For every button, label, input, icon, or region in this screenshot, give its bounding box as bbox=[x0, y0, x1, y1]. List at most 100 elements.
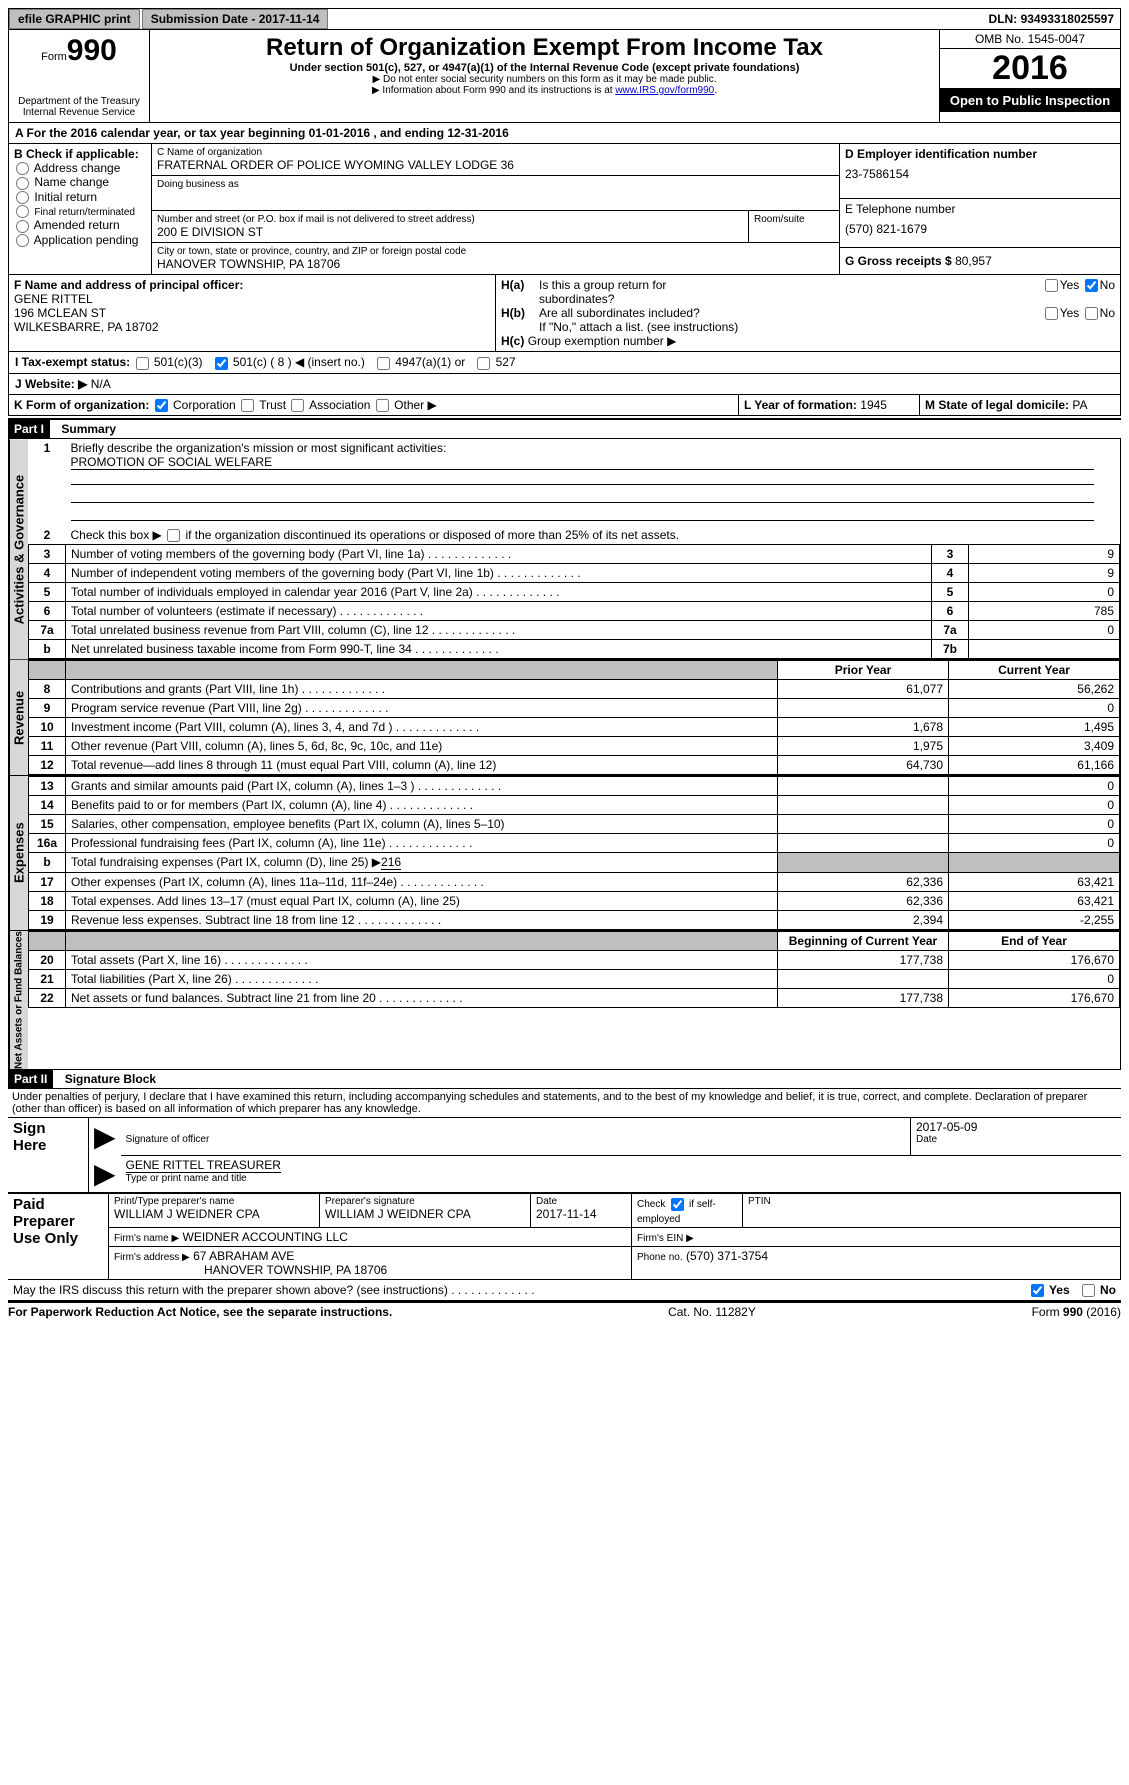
section-j: J Website: ▶ N/A bbox=[8, 374, 1121, 395]
trust-check[interactable] bbox=[241, 399, 254, 412]
dln: DLN: 93493318025597 bbox=[983, 10, 1120, 28]
preparer-sig: WILLIAM J WEIDNER CPA bbox=[325, 1207, 525, 1221]
hb-label: H(b) bbox=[501, 306, 539, 320]
self-employed-check[interactable] bbox=[671, 1198, 684, 1211]
begin-year-hdr: Beginning of Current Year bbox=[778, 932, 949, 951]
section-a: A For the 2016 calendar year, or tax yea… bbox=[8, 123, 1121, 144]
sig-date: 2017-05-09 bbox=[916, 1120, 1116, 1134]
preparer-date: 2017-11-14 bbox=[536, 1207, 626, 1221]
527-check[interactable] bbox=[477, 357, 490, 370]
discuss-yes-check[interactable] bbox=[1031, 1284, 1044, 1297]
gross-receipts-value: 80,957 bbox=[955, 254, 992, 268]
ein-value: 23-7586154 bbox=[845, 161, 1115, 181]
v7b bbox=[969, 640, 1120, 659]
officer-addr2: WILKESBARRE, PA 18702 bbox=[14, 320, 490, 334]
top-bar: efile GRAPHIC print Submission Date - 20… bbox=[8, 8, 1121, 30]
v3: 9 bbox=[969, 545, 1120, 564]
ha-no-check[interactable] bbox=[1085, 279, 1098, 292]
side-governance: Activities & Governance bbox=[9, 439, 28, 659]
submission-btn[interactable]: Submission Date - 2017-11-14 bbox=[142, 9, 329, 29]
other-check[interactable] bbox=[376, 399, 389, 412]
side-netassets: Net Assets or Fund Balances bbox=[9, 931, 28, 1069]
part-1-header: Part I Summary bbox=[8, 418, 1121, 438]
v5: 0 bbox=[969, 583, 1120, 602]
city-label: City or town, state or province, country… bbox=[157, 246, 834, 257]
address-change-radio[interactable] bbox=[16, 162, 29, 175]
assoc-check[interactable] bbox=[291, 399, 304, 412]
irs-label: Internal Revenue Service bbox=[13, 107, 145, 118]
addr-label: Number and street (or P.O. box if mail i… bbox=[157, 214, 743, 225]
street-address: 200 E DIVISION ST bbox=[157, 225, 743, 239]
application-pending-radio[interactable] bbox=[16, 234, 29, 247]
fundraising-total: 216 bbox=[381, 855, 401, 870]
501c3-check[interactable] bbox=[136, 357, 149, 370]
firm-addr2: HANOVER TOWNSHIP, PA 18706 bbox=[114, 1263, 387, 1277]
sig-name: GENE RITTEL TREASURER bbox=[126, 1158, 281, 1173]
current-year-hdr: Current Year bbox=[949, 661, 1120, 680]
website-value: N/A bbox=[91, 377, 111, 391]
officer-addr1: 196 MCLEAN ST bbox=[14, 306, 490, 320]
org-name: FRATERNAL ORDER OF POLICE WYOMING VALLEY… bbox=[157, 158, 834, 172]
year-formation: 1945 bbox=[860, 398, 887, 412]
section-bcd: B Check if applicable: Address change Na… bbox=[8, 144, 1121, 275]
section-i: I Tax-exempt status: 501(c)(3) 501(c) ( … bbox=[8, 352, 1121, 373]
section-fh: F Name and address of principal officer:… bbox=[8, 275, 1121, 352]
pra-notice: For Paperwork Reduction Act Notice, see … bbox=[8, 1305, 392, 1319]
room-label: Room/suite bbox=[749, 211, 839, 242]
cat-no: Cat. No. 11282Y bbox=[668, 1305, 756, 1319]
firm-phone: (570) 371-3754 bbox=[686, 1249, 768, 1263]
paid-preparer: Paid Preparer Use Only bbox=[8, 1194, 109, 1279]
part-2-header: Part II Signature Block bbox=[8, 1070, 1121, 1088]
form-number: 990 bbox=[67, 34, 117, 67]
tax-year: 2016 bbox=[940, 49, 1120, 89]
discuss-row: May the IRS discuss this return with the… bbox=[8, 1280, 1121, 1301]
4947-check[interactable] bbox=[377, 357, 390, 370]
gross-receipts-label: G Gross receipts $ bbox=[845, 254, 952, 268]
dba-label: Doing business as bbox=[157, 179, 834, 190]
hb-no-check[interactable] bbox=[1085, 307, 1098, 320]
corp-check[interactable] bbox=[155, 399, 168, 412]
final-return-radio[interactable] bbox=[16, 205, 29, 218]
ha-label: H(a) bbox=[501, 278, 539, 306]
officer-name: GENE RITTEL bbox=[14, 292, 490, 306]
501c-check[interactable] bbox=[215, 357, 228, 370]
name-change-radio[interactable] bbox=[16, 177, 29, 190]
sign-here: Sign Here bbox=[8, 1118, 89, 1193]
v6: 785 bbox=[969, 602, 1120, 621]
sig-officer-label: Signature of officer bbox=[126, 1134, 905, 1145]
initial-return-radio[interactable] bbox=[16, 191, 29, 204]
ein-label: D Employer identification number bbox=[845, 147, 1115, 161]
firm-name: WEIDNER ACCOUNTING LLC bbox=[183, 1230, 348, 1244]
omb-number: OMB No. 1545-0047 bbox=[940, 30, 1120, 49]
mission-text: PROMOTION OF SOCIAL WELFARE bbox=[71, 455, 1094, 470]
hb-note: If "No," attach a list. (see instruction… bbox=[501, 320, 1115, 334]
form-subtitle: Under section 501(c), 527, or 4947(a)(1)… bbox=[154, 62, 935, 74]
efile-btn[interactable]: efile GRAPHIC print bbox=[9, 9, 140, 29]
open-inspection: Open to Public Inspection bbox=[940, 89, 1120, 112]
phone-value: (570) 821-1679 bbox=[845, 216, 1115, 236]
hc-label: H(c) bbox=[501, 334, 524, 348]
firm-ein-label: Firm's EIN ▶ bbox=[637, 1233, 694, 1244]
side-expenses: Expenses bbox=[9, 776, 28, 930]
form-footer: Form 990 (2016) bbox=[1032, 1305, 1121, 1319]
footer: For Paperwork Reduction Act Notice, see … bbox=[8, 1301, 1121, 1319]
discuss-no-check[interactable] bbox=[1082, 1284, 1095, 1297]
b-header: B Check if applicable: bbox=[14, 147, 146, 161]
ptin-label: PTIN bbox=[748, 1196, 1115, 1207]
end-year-hdr: End of Year bbox=[949, 932, 1120, 951]
city-value: HANOVER TOWNSHIP, PA 18706 bbox=[157, 257, 834, 271]
preparer-name: WILLIAM J WEIDNER CPA bbox=[114, 1207, 314, 1221]
prior-year-hdr: Prior Year bbox=[778, 661, 949, 680]
ha-yes-check[interactable] bbox=[1045, 279, 1058, 292]
officer-label: F Name and address of principal officer: bbox=[14, 278, 490, 292]
irs-link[interactable]: www.IRS.gov/form990 bbox=[615, 85, 714, 96]
state-domicile: PA bbox=[1072, 398, 1087, 412]
ssn-note: ▶ Do not enter social security numbers o… bbox=[154, 74, 935, 85]
org-name-label: C Name of organization bbox=[157, 147, 834, 158]
amended-return-radio[interactable] bbox=[16, 220, 29, 233]
phone-label: E Telephone number bbox=[845, 202, 1115, 216]
l2-check[interactable] bbox=[167, 529, 180, 542]
dept-treasury: Department of the Treasury bbox=[13, 96, 145, 107]
hb-yes-check[interactable] bbox=[1045, 307, 1058, 320]
firm-addr1: 67 ABRAHAM AVE bbox=[193, 1249, 294, 1263]
